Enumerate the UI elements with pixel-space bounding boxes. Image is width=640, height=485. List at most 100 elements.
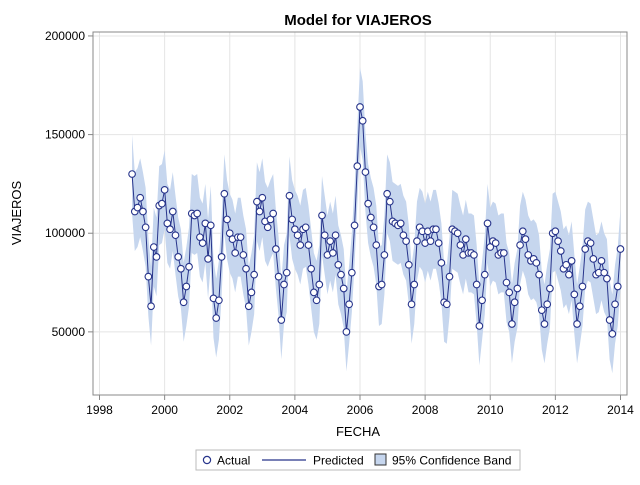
- actual-point: [206, 221, 215, 230]
- y-tick-label: 50000: [52, 325, 86, 339]
- actual-point: [508, 320, 516, 328]
- legend: Actual Predicted 95% Confidence Band: [195, 449, 521, 471]
- legend-frame: [195, 449, 521, 471]
- actual-point: [348, 268, 356, 277]
- actual-point: [304, 241, 313, 249]
- actual-point: [437, 258, 446, 267]
- legend-actual-marker: [202, 455, 212, 465]
- actual-point: [483, 219, 492, 228]
- actual-point: [147, 302, 155, 311]
- actual-point: [293, 231, 302, 240]
- actual-point: [350, 221, 359, 230]
- actual-point: [152, 253, 161, 261]
- actual-point: [567, 257, 576, 265]
- x-tick-label: 2006: [347, 403, 374, 417]
- actual-point: [337, 270, 345, 279]
- actual-point: [288, 215, 297, 224]
- actual-point: [510, 298, 519, 307]
- actual-point: [136, 193, 145, 202]
- actual-point: [434, 239, 443, 247]
- actual-point: [358, 116, 367, 125]
- actual-point: [575, 302, 584, 311]
- actual-point: [445, 272, 454, 281]
- actual-point: [326, 237, 334, 245]
- actual-point: [312, 296, 321, 305]
- actual-point: [166, 225, 174, 234]
- actual-point: [329, 249, 337, 257]
- confidence-band-layer: [132, 67, 621, 374]
- actual-point: [133, 203, 142, 212]
- actual-point: [160, 185, 169, 194]
- actual-point: [426, 237, 435, 245]
- actual-point: [613, 282, 622, 291]
- x-tick-label: 2004: [282, 403, 309, 417]
- actual-point: [253, 197, 261, 206]
- actual-point: [215, 296, 223, 305]
- actual-point: [616, 245, 625, 253]
- actual-point: [141, 223, 150, 232]
- y-tick-label: 200000: [45, 29, 85, 43]
- actual-point: [491, 239, 500, 247]
- actual-point: [307, 264, 316, 273]
- actual-point: [372, 241, 381, 249]
- actual-point: [223, 215, 231, 224]
- actual-points-layer: [128, 103, 625, 338]
- actual-point: [404, 260, 413, 269]
- actual-point: [250, 270, 259, 279]
- actual-point: [301, 223, 310, 232]
- actual-point: [505, 288, 514, 297]
- actual-point: [570, 290, 579, 299]
- actual-point: [285, 191, 294, 200]
- y-tick-label: 100000: [45, 226, 85, 240]
- actual-point: [315, 280, 324, 289]
- actual-point: [565, 270, 573, 279]
- actual-point: [342, 328, 351, 336]
- x-tick-label: 2002: [216, 403, 243, 417]
- actual-point: [212, 314, 221, 322]
- actual-point: [353, 162, 362, 170]
- actual-point: [168, 207, 177, 216]
- actual-point: [562, 260, 571, 269]
- actual-point: [461, 235, 470, 243]
- actual-point: [385, 197, 394, 206]
- actual-point: [185, 262, 193, 271]
- actual-point: [339, 284, 348, 293]
- actual-point: [366, 213, 375, 222]
- actual-point: [578, 282, 587, 291]
- x-tick-label: 2000: [151, 403, 178, 417]
- actual-point: [296, 241, 305, 249]
- actual-point: [535, 270, 543, 279]
- actual-point: [171, 231, 180, 240]
- actual-point: [402, 237, 410, 245]
- legend-band-swatch: [374, 453, 387, 466]
- actual-point: [551, 227, 560, 236]
- actual-point: [220, 189, 229, 198]
- actual-point: [272, 245, 280, 253]
- actual-point: [597, 257, 606, 265]
- x-tick-label: 1998: [86, 403, 113, 417]
- actual-point: [410, 280, 419, 289]
- actual-point: [554, 237, 562, 245]
- actual-point: [521, 235, 530, 243]
- actual-point: [236, 233, 245, 242]
- actual-point: [198, 239, 207, 247]
- actual-point: [513, 284, 522, 293]
- actual-point: [177, 264, 185, 273]
- actual-point: [345, 300, 353, 309]
- actual-point: [356, 103, 364, 111]
- actual-point: [453, 229, 462, 238]
- actual-point: [540, 320, 549, 328]
- actual-point: [556, 247, 565, 255]
- actual-point: [611, 300, 619, 309]
- actual-point: [478, 296, 486, 305]
- actual-point: [586, 239, 595, 247]
- actual-point: [149, 243, 158, 251]
- actual-point: [532, 258, 541, 267]
- actual-point: [144, 272, 153, 281]
- actual-point: [174, 253, 183, 261]
- actual-point: [231, 249, 240, 257]
- actual-point: [432, 225, 440, 234]
- legend-predicted-label: Predicted: [313, 454, 364, 468]
- actual-point: [258, 193, 267, 202]
